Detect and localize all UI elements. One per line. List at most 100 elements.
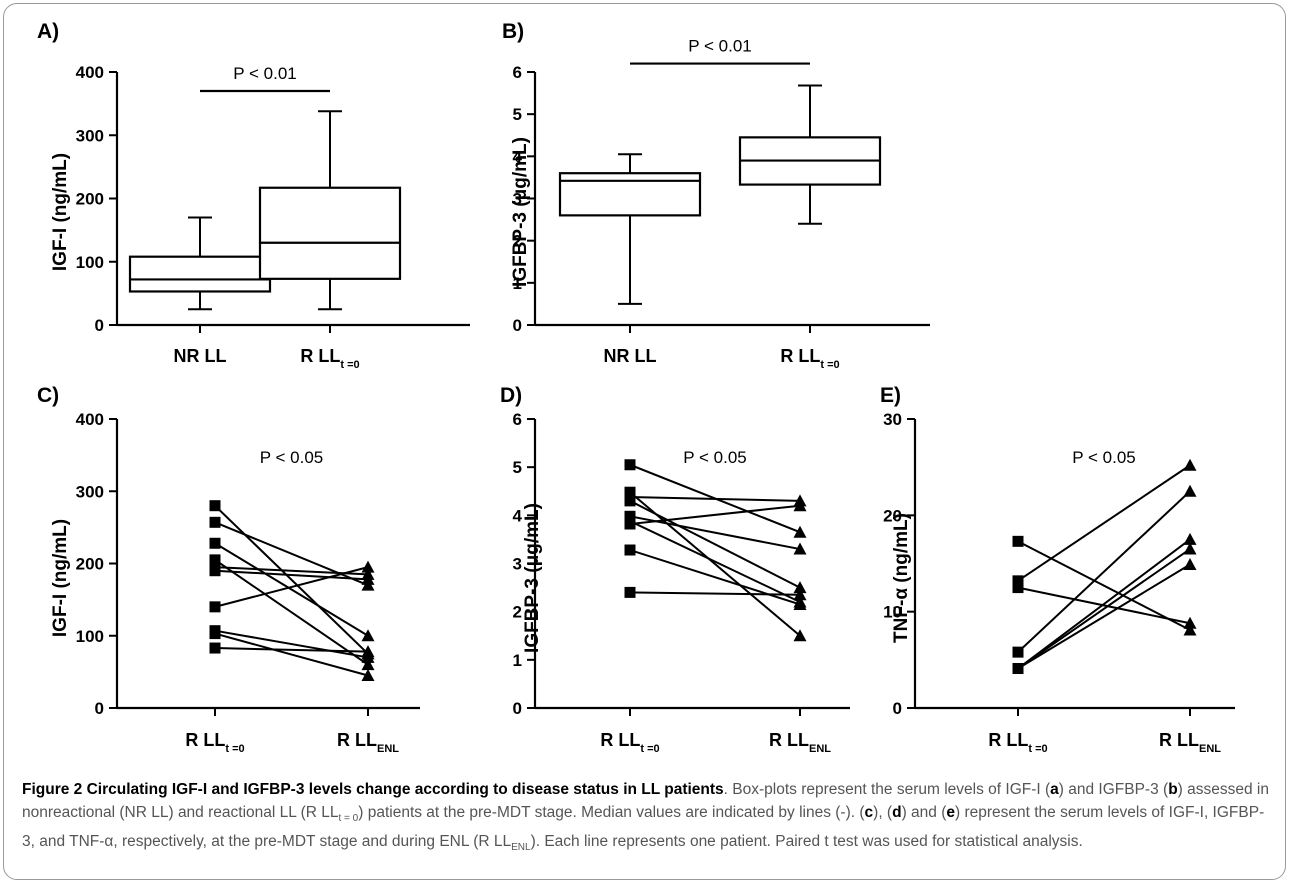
panel-d-p-value: P < 0.05 [683,448,747,467]
panel-b-p-value: P < 0.01 [688,37,752,56]
panel-c-y-tick-label: 0 [95,699,104,718]
panel-d-patient-line [629,504,801,525]
panel-a-y-tick-label: 400 [76,63,104,82]
caption-text: ) patients at the pre-MDT stage. Median … [358,804,865,821]
panel-b-y-tick-label: 3 [513,190,522,209]
panel-c-patient-line [214,542,369,637]
caption-text: ) represent the serum levels of IGF-I, I… [22,804,1265,851]
panel-d-point-t0 [624,459,636,471]
panel-e-patient-line [1017,586,1191,625]
panel-a-x-category-label: NR LL [174,346,227,366]
caption-text: ) and ( [901,804,947,821]
panel-e-y-tick-label: 30 [883,410,902,429]
panel-e-patient-line [1017,464,1191,582]
panel-e-point-enl [1183,484,1197,497]
panel-e-p-value: P < 0.05 [1072,448,1136,467]
panel-e-label: E) [880,384,901,407]
panel-e-point-t0 [1012,535,1024,547]
panel-b-x-category-label: NR LL [604,346,657,366]
panel-d-y-tick-label: 5 [513,458,522,477]
panel-e-point-enl [1183,542,1197,555]
panel-d-point-enl [793,629,807,642]
panel-c-point-enl [361,645,375,658]
panel-c-point-enl [361,658,375,671]
panel-d-point-enl [793,499,807,512]
panel-c-patient-line [214,566,369,608]
caption-text: ), ( [873,804,893,821]
panel-c-x-category-label: R LLENL [337,730,399,755]
panel-e-y-tick-label: 0 [893,699,902,718]
panel-c-point-t0 [209,516,221,528]
panel-a-label: A) [37,20,59,43]
panel-d-y-axis-label: IGFBP-3 (μg/mL) [522,503,543,653]
panel-a-y-tick-label: 300 [76,126,104,145]
panel-d-patient-line [629,520,801,603]
panel-d-x-category-label: R LLENL [769,730,831,755]
panel-e-x-category-label: R LLENL [1159,730,1221,755]
panel-c-y-tick-label: 100 [76,627,104,646]
panel-d-point-enl [793,581,807,594]
panel-e-point-t0 [1012,646,1024,658]
caption-text: ) assessed in nonreactional (NR LL) and … [22,781,1269,821]
panel-e-y-axis-label: TNF-α (ng/mL) [891,513,912,643]
panel-e-point-enl [1183,557,1197,570]
panel-c-point-enl [361,572,375,585]
caption-text: . Box-plots represent the serum levels o… [723,781,1051,798]
panel-c-p-value: P < 0.05 [260,448,324,467]
panel-c-point-enl [361,668,375,681]
panel-b-y-tick-label: 2 [513,232,522,251]
caption-ref-b: b [1168,781,1178,798]
panel-c-patient-line [214,504,369,655]
panel-b-y-tick-label: 4 [513,147,523,166]
panel-d-point-enl [793,525,807,538]
panel-d-point-enl [793,588,807,601]
panel-d-y-tick-label: 6 [513,410,522,429]
caption-text: ) and IGFBP-3 ( [1058,781,1169,798]
panel-b-y-tick-label: 6 [513,63,522,82]
caption-ref-a: a [1050,781,1059,798]
panel-d-x-category-label: R LLt =0 [600,730,659,755]
panel-d-y-tick-label: 4 [513,506,523,525]
panel-c-point-t0 [209,537,221,549]
caption-text: ). Each line represents one patient. Pai… [530,833,1083,851]
panel-b-y-tick-label: 0 [513,316,522,335]
panel-c-point-t0 [209,601,221,613]
panel-d-y-tick-label: 1 [513,651,522,670]
panel-d-y-tick-label: 3 [513,555,522,574]
panel-c-y-tick-label: 200 [76,555,104,574]
panel-a-p-value: P < 0.01 [233,64,297,83]
panel-d-patient-line [629,591,801,596]
panel-d-patient-line [629,499,801,589]
panel-c-y-tick-label: 400 [76,410,104,429]
panel-b-y-axis-label: IGFBP-3 (μg/mL) [510,137,531,287]
caption-ref-d: d [892,804,902,821]
panel-c-point-t0 [209,628,221,640]
panel-e-point-t0 [1012,582,1024,594]
caption-subscript: t = 0 [338,813,359,825]
panel-b-box [558,172,702,217]
panel-e-point-t0 [1012,663,1024,675]
panel-a-y-axis-label: IGF-I (ng/mL) [50,153,71,271]
panel-d-label: D) [500,384,522,407]
panel-e-point-enl [1183,458,1197,471]
panel-d-point-enl [793,597,807,610]
panel-d-y-tick-label: 2 [513,603,522,622]
panel-c-point-t0 [209,565,221,577]
panel-c-y-tick-label: 300 [76,482,104,501]
panel-c-point-t0 [209,500,221,512]
caption-ref-e: e [946,804,955,821]
panel-e-point-t0 [1012,575,1024,587]
caption-subscript: ENL [511,842,531,854]
panel-e-x-category-label: R LLt =0 [988,730,1047,755]
panel-a-y-tick-label: 100 [76,253,104,272]
panel-d-point-enl [793,542,807,555]
panel-e-patient-line [1017,563,1191,670]
caption-title: Figure 2 Circulating IGF-I and IGFBP-3 l… [22,781,724,798]
panel-b-y-tick-label: 1 [513,274,522,293]
panel-e-patient-line [1017,548,1191,670]
panel-c-patient-line [214,559,369,666]
panel-d-patient-line [629,549,801,606]
panel-a-box [258,186,402,280]
panel-d-point-t0 [624,544,636,556]
panel-c-y-axis-label: IGF-I (ng/mL) [50,519,71,637]
